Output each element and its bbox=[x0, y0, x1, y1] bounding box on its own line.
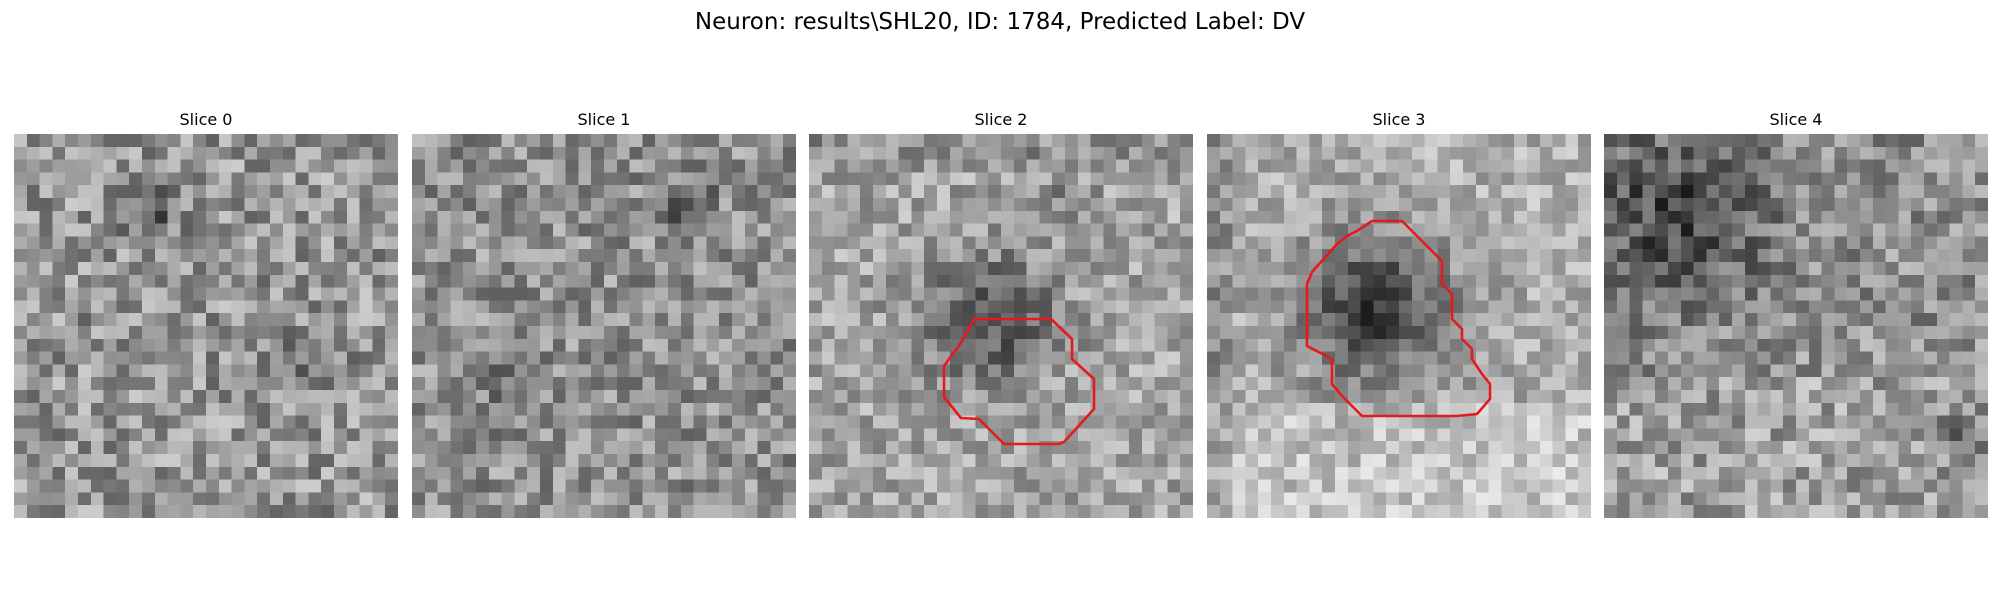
slice-title: Slice 3 bbox=[1372, 110, 1426, 129]
slice-title: Slice 0 bbox=[179, 110, 233, 129]
figure-title: Neuron: results\SHL20, ID: 1784, Predict… bbox=[694, 9, 1306, 35]
slice-title: Slice 1 bbox=[577, 110, 631, 129]
slice-image-1 bbox=[412, 134, 796, 518]
slice-title: Slice 2 bbox=[974, 110, 1028, 129]
roi-contour-overlay bbox=[942, 317, 1096, 446]
roi-contour-overlay bbox=[1305, 219, 1492, 418]
slice-heatmap bbox=[1604, 134, 1988, 518]
roi-contour bbox=[942, 317, 1096, 446]
roi-contour bbox=[1305, 219, 1492, 418]
slice-title: Slice 4 bbox=[1769, 110, 1823, 129]
slice-heatmap bbox=[14, 134, 398, 518]
slice-heatmap bbox=[809, 134, 1193, 518]
slice-image-4 bbox=[1604, 134, 1988, 518]
slice-image-0 bbox=[14, 134, 398, 518]
slice-image-3 bbox=[1207, 134, 1591, 518]
slice-heatmap bbox=[1207, 134, 1591, 518]
slice-heatmap bbox=[412, 134, 796, 518]
slice-image-2 bbox=[809, 134, 1193, 518]
